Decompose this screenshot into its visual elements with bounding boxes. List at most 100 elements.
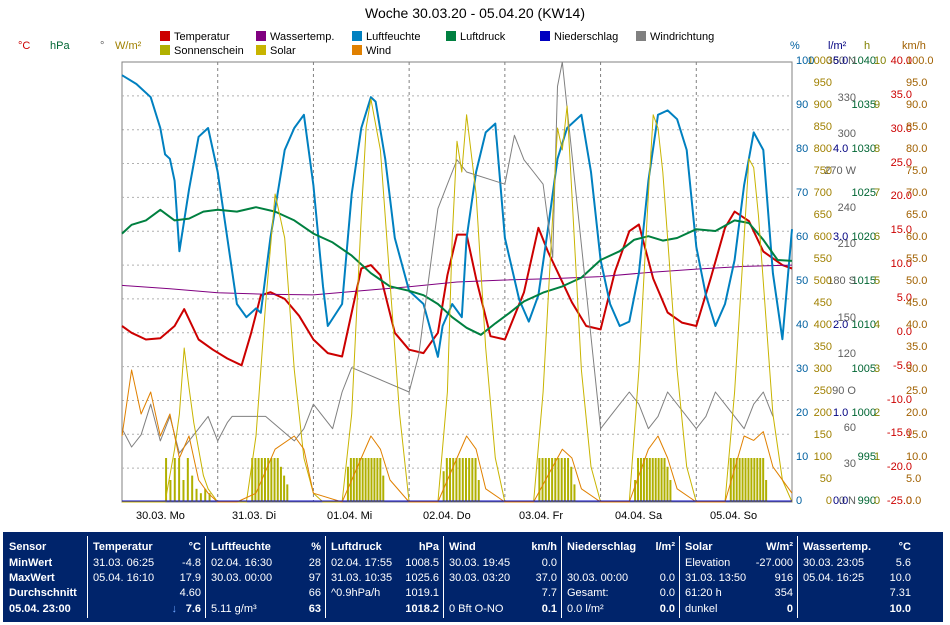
axis-tick-solar: 900	[813, 99, 832, 111]
solar-unit: W/m²	[766, 541, 793, 553]
sunshine-bar	[254, 458, 257, 502]
axis-tick-sunshine: 2	[874, 407, 881, 419]
wind-average: 7.7	[541, 587, 557, 599]
wind-min-time: 30.03. 19:45	[449, 557, 511, 569]
sunshine-bar	[455, 458, 458, 502]
sunshine-bar	[169, 480, 172, 502]
axis-tick-solar: 200	[813, 407, 832, 419]
legend-swatch	[446, 31, 456, 41]
sunshine-bar	[560, 458, 563, 502]
axis-tick-solar: 500	[813, 275, 832, 287]
sunshine-bar	[541, 458, 544, 502]
sunshine-bar	[654, 458, 657, 502]
axis-tick-humidity: 0	[796, 495, 803, 507]
axis-tick-humidity: 80	[796, 143, 809, 155]
sunshine-bar	[538, 458, 541, 502]
sunshine-bar	[191, 475, 194, 502]
wassertemp-header: Wassertemp.	[803, 541, 872, 553]
axis-tick-solar: 550	[813, 253, 832, 265]
sunshine-bar	[741, 458, 744, 502]
sunshine-bar	[349, 458, 352, 502]
legend-label: Wind	[366, 45, 392, 57]
axis-tick-temp: -5.0	[893, 359, 912, 372]
axis-tick-windspeed: 50.0	[906, 275, 928, 287]
axis-tick-humidity: 90	[796, 99, 809, 111]
sunshine-bar	[279, 466, 282, 502]
legend-item: Windrichtung	[636, 31, 714, 43]
water-current: 10.0	[889, 603, 911, 615]
niederschlag-panel: Niederschlag l/m² 30.03. 00:00 0.0 Gesamt:…	[565, 532, 677, 622]
sunshine-bar	[567, 458, 570, 502]
axis-tick-windspeed: 15.0	[906, 429, 928, 441]
axis-tick-temp: 20.0	[890, 190, 912, 203]
sunshine-bar	[464, 458, 467, 502]
axis-tick-pressure: 990	[857, 495, 876, 507]
sunshine-bar	[257, 458, 260, 502]
temperatur-panel: Temperatur °C 31.03. 06:25 -4.8 05.04. 16:…	[91, 532, 203, 622]
axis-unit-sunshine: h	[864, 40, 871, 52]
axis-tick-solar: 350	[813, 341, 832, 353]
sunshine-bar	[364, 458, 367, 502]
x-tick-label: 03.04. Fr	[519, 510, 564, 522]
axis-tick-windspeed: 65.0	[906, 209, 928, 221]
sunshine-bar	[729, 458, 732, 502]
sunshine-bar	[645, 458, 648, 502]
temp-max-time: 05.04. 16:10	[93, 572, 155, 584]
solar-elevation-label: Elevation	[685, 557, 731, 569]
sunshine-bar	[379, 458, 382, 502]
sunshine-bar	[165, 458, 168, 502]
legend-swatch	[540, 31, 550, 41]
solar-panel: Solar W/m² Elevation -27.000 31.03. 13:50 9…	[683, 532, 795, 622]
axis-tick-solar: 300	[813, 363, 832, 375]
axis-tick-humidity: 100	[796, 55, 815, 67]
sunshine-bar	[251, 458, 254, 502]
hum-max-value: 97	[308, 572, 321, 584]
axis-tick-windspeed: 35.0	[906, 341, 928, 353]
series-line-windrichtung	[121, 61, 774, 454]
solar-average: 354	[774, 587, 793, 599]
axis-tick-solar: 950	[813, 77, 832, 89]
axis-tick-windspeed: 25.0	[906, 385, 928, 397]
sunshine-bar	[458, 458, 461, 502]
axis-tick-rain: 0.0	[833, 495, 849, 507]
current-time: 05.04. 23:00	[9, 603, 71, 615]
axis-unit-winddir: °	[100, 40, 105, 52]
axis-tick-pressure: 1040	[851, 55, 876, 67]
sunshine-bar	[376, 458, 379, 502]
axis-tick-winddir: 90 O	[832, 385, 856, 397]
sunshine-bar	[370, 458, 373, 502]
axis-tick-sunshine: 0	[874, 495, 881, 507]
axis-tick-windspeed: 70.0	[906, 187, 928, 199]
rain-current: 0.0	[659, 603, 675, 615]
axis-tick-temp: -15.0	[886, 427, 912, 440]
axis-tick-solar: 400	[813, 319, 832, 331]
legend-swatch	[256, 31, 266, 41]
axis-tick-windspeed: 20.0	[906, 407, 928, 419]
sunshine-bar	[634, 480, 637, 502]
solar-max-time: 31.03. 13:50	[685, 572, 747, 584]
sunshine-bar	[358, 458, 361, 502]
wind-max-time: 30.03. 03:20	[449, 572, 511, 584]
axis-tick-humidity: 10	[796, 451, 809, 463]
axis-unit-solar: W/m²	[115, 40, 142, 52]
axis-tick-solar: 150	[813, 429, 832, 441]
solar-duration: 61:20 h	[685, 587, 722, 599]
luftfeuchte-header: Luftfeuchte	[211, 541, 271, 553]
axis-tick-temp: 10.0	[890, 258, 912, 271]
axis-tick-pressure: 1025	[851, 187, 876, 199]
sunshine-bar	[182, 480, 185, 502]
temp-min-time: 31.03. 06:25	[93, 557, 155, 569]
sunshine-bar	[669, 480, 672, 502]
axis-tick-humidity: 70	[796, 187, 809, 199]
hum-average: 66	[308, 587, 321, 599]
press-min-value: 1008.5	[405, 557, 439, 569]
luftfeuchte-unit: %	[311, 541, 321, 553]
axis-tick-humidity: 60	[796, 231, 809, 243]
sunshine-bar	[283, 475, 286, 502]
wind-unit: km/h	[531, 541, 557, 553]
axis-tick-solar: 700	[813, 187, 832, 199]
legend-swatch	[256, 45, 266, 55]
axis-tick-pressure: 1030	[851, 143, 876, 155]
series-line-luftdruck	[121, 206, 793, 336]
sunshine-bar	[750, 458, 753, 502]
